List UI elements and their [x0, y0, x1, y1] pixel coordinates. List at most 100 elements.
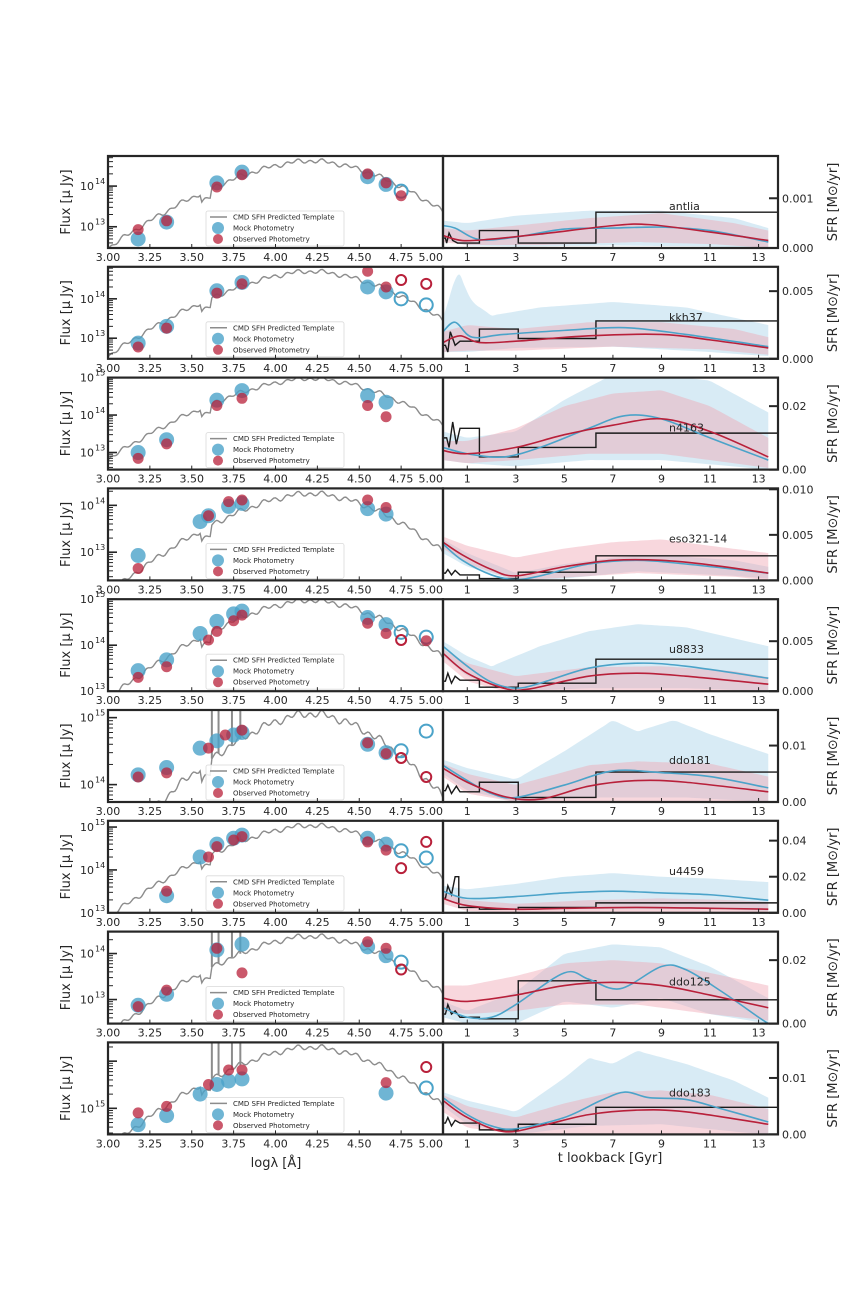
observed-point-1 [161, 767, 173, 779]
sed-legend: CMD SFH Predicted Template Mock Photometr… [205, 875, 345, 912]
legend-mock-swatch [212, 332, 224, 345]
galaxy-name-label: n4163 [669, 422, 704, 435]
legend-mock-label: Mock Photometry [233, 779, 294, 787]
legend-observed-label: Observed Photometry [233, 679, 310, 687]
cmd-sfh-step-line [443, 555, 778, 580]
sed-x-tick-label-7: 4.75 [389, 694, 414, 707]
sfh-y-tick-label-0: 0.00 [782, 1018, 807, 1031]
legend-mock-label: Mock Photometry [233, 557, 294, 565]
observed-sfh-band [443, 960, 769, 1021]
sed-x-tick-label-2: 3.50 [180, 694, 205, 707]
observed-point-5 [380, 281, 392, 293]
sed-panel: CMD SFH Predicted Template Mock Photometr… [59, 1041, 445, 1150]
observed-point-1 [203, 851, 214, 863]
sed-y-tick-exp-2: 15 [95, 818, 105, 827]
observed-point-6 [380, 844, 392, 856]
chart-row-eso321-14: CMD SFH Predicted Template Mock Photometr… [59, 483, 841, 596]
legend-observed-label: Observed Photometry [233, 568, 310, 576]
legend-observed-swatch [213, 788, 223, 798]
mock-sfh-median-line [443, 645, 769, 690]
sed-x-tick-label-1: 3.25 [138, 694, 163, 707]
observed-point-5 [362, 737, 374, 749]
observed-point-0 [132, 671, 144, 683]
sed-x-tick-label-3: 3.75 [221, 1027, 246, 1040]
sed-x-tick-label-5: 4.25 [305, 916, 330, 929]
sed-x-tick-label-7: 4.75 [389, 916, 414, 929]
sfh-x-tick-label-0: 1 [464, 1137, 471, 1150]
sfh-x-tick-label-2: 5 [561, 251, 568, 264]
observed-point-4 [362, 494, 374, 506]
sed-x-tick-label-6: 4.50 [347, 362, 372, 375]
sed-y-tick-exp-0: 13 [95, 329, 105, 338]
sed-x-tick-label-7: 4.75 [389, 805, 414, 818]
sfh-x-tick-label-6: 13 [752, 251, 766, 264]
sed-y-tick-exp-2: 15 [95, 590, 105, 599]
sed-x-tick-label-1: 3.25 [138, 251, 163, 264]
sed-x-tick-label-6: 4.50 [347, 916, 372, 929]
sed-x-tick-label-8: 5.00 [419, 916, 444, 929]
sed-panel: CMD SFH Predicted Template Mock Photometr… [59, 590, 445, 707]
legend-observed-label: Observed Photometry [233, 457, 310, 465]
observed-point-6 [395, 190, 407, 202]
mock-sfh-band [443, 1051, 769, 1135]
sed-y-tick-exp-1: 14 [95, 177, 105, 186]
observed-point-2 [211, 399, 223, 411]
observed-sfh-median-line [443, 333, 769, 349]
sed-x-tick-label-3: 3.75 [221, 473, 246, 486]
observed-upper-limit-0 [395, 633, 408, 646]
legend-template-label: CMD SFH Predicted Template [233, 1100, 335, 1108]
sfh-frame [441, 598, 780, 693]
legend-template-label: CMD SFH Predicted Template [233, 989, 335, 997]
sed-panel: CMD SFH Predicted Template Mock Photometr… [59, 930, 445, 1040]
legend-template-label: CMD SFH Predicted Template [233, 214, 335, 222]
legend-mock-swatch [212, 1108, 224, 1121]
mock-point-1 [159, 1108, 175, 1124]
observed-point-4 [362, 399, 374, 411]
mock-sfh-band [443, 274, 769, 357]
legend-mock-swatch [212, 997, 224, 1010]
mock-point-4 [360, 279, 376, 295]
mock-upper-limit-0 [393, 843, 409, 859]
mock-upper-limit-0 [418, 1080, 434, 1096]
sed-y-tick-label-1: 10 [80, 864, 94, 877]
sfh-x-tick-label-4: 9 [658, 1137, 665, 1150]
legend-template-label: CMD SFH Predicted Template [233, 657, 335, 665]
sfh-frame [441, 819, 780, 914]
sed-y-tick-exp-0: 13 [95, 682, 105, 691]
mock-point-0 [130, 231, 146, 247]
mock-upper-limit-1 [418, 297, 434, 313]
observed-sfh-band [443, 390, 769, 469]
sed-legend: CMD SFH Predicted Template Mock Photometr… [205, 321, 345, 358]
sfh-x-tick-label-1: 3 [512, 916, 519, 929]
sfh-y-tick-label-0: 0.00 [782, 796, 807, 809]
sfh-x-tick-label-0: 1 [464, 362, 471, 375]
sed-x-tick-label-0: 3.00 [96, 1137, 121, 1150]
sfh-y-tick-label-1: 0.01 [782, 1072, 807, 1085]
sed-y-axis-label: Flux [μ Jy] [59, 502, 74, 567]
sed-x-tick-label-4: 4.00 [263, 362, 288, 375]
observed-sfh-median-line [443, 652, 769, 692]
mock-upper-limit-0 [393, 954, 409, 970]
sed-y-axis-label: Flux [μ Jy] [59, 280, 74, 345]
legend-template-label: CMD SFH Predicted Template [233, 768, 335, 776]
observed-point-0 [132, 1001, 144, 1013]
sfh-x-tick-label-5: 11 [703, 694, 717, 707]
sfh-x-tick-label-2: 5 [561, 805, 568, 818]
mock-sfh-median-line [443, 964, 769, 1024]
sfh-x-tick-label-4: 9 [658, 473, 665, 486]
observed-point-5 [380, 942, 392, 954]
sfh-x-tick-label-6: 13 [752, 583, 766, 596]
sed-y-tick-label-1: 10 [80, 293, 94, 306]
sfh-x-tick-label-3: 7 [609, 362, 616, 375]
sed-x-tick-label-3: 3.75 [221, 805, 246, 818]
sed-x-tick-label-5: 4.25 [305, 473, 330, 486]
mock-sfh-median-line [443, 224, 769, 243]
sfh-y-tick-label-1: 0.02 [782, 954, 807, 967]
sfh-y-tick-label-1: 0.005 [782, 635, 814, 648]
observed-point-2 [203, 742, 214, 754]
sfh-y-tick-label-2: 0.010 [782, 483, 814, 496]
sfh-x-tick-label-2: 5 [561, 916, 568, 929]
galaxy-name-label: ddo125 [669, 976, 711, 989]
sed-x-tick-label-4: 4.00 [263, 473, 288, 486]
